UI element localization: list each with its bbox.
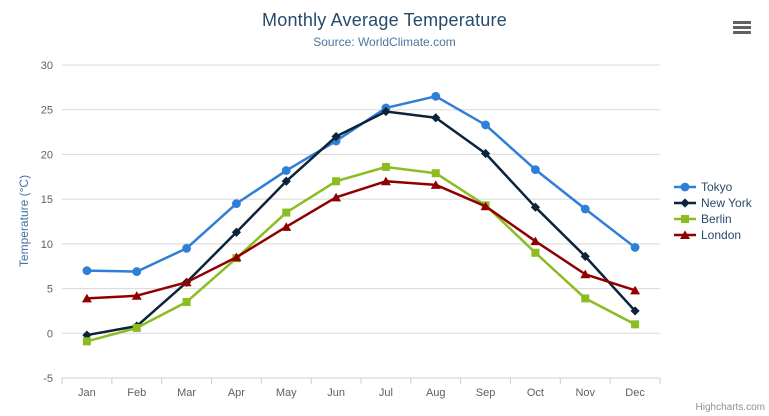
x-axis-label: Jul [379, 387, 393, 399]
series-line-new-york[interactable] [85, 110, 637, 337]
x-axis-label: Nov [575, 387, 595, 399]
x-axis-label: Aug [426, 387, 446, 399]
chart-title: Monthly Average Temperature [262, 10, 507, 30]
point-new-york-jul[interactable] [381, 106, 391, 117]
point-london-jan[interactable] [81, 293, 92, 303]
legend-label: Berlin [701, 212, 732, 226]
highcharts-credit[interactable]: Highcharts.com [695, 402, 765, 413]
legend-item-new-york[interactable]: New York [674, 195, 752, 211]
legend-item-tokyo[interactable]: Tokyo [674, 179, 752, 195]
point-london-nov[interactable] [580, 269, 591, 279]
point-tokyo-jan[interactable] [82, 266, 92, 276]
x-axis-label: Jun [327, 387, 345, 399]
legend-item-london[interactable]: London [674, 227, 752, 243]
point-new-york-jun[interactable] [331, 131, 341, 142]
legend-label: Tokyo [701, 180, 733, 194]
hamburger-bar [733, 26, 751, 29]
point-tokyo-mar[interactable] [182, 243, 191, 253]
point-new-york-oct[interactable] [530, 202, 541, 212]
point-london-sep[interactable] [480, 201, 491, 211]
y-axis-label: 25 [41, 105, 53, 117]
point-berlin-oct[interactable] [531, 248, 540, 257]
point-tokyo-oct[interactable] [531, 165, 540, 175]
point-berlin-mar[interactable] [182, 297, 191, 306]
point-london-jul[interactable] [380, 176, 391, 186]
legend: Tokyo New York Berlin London [674, 179, 752, 243]
y-axis-label: 20 [41, 149, 53, 161]
point-tokyo-may[interactable] [281, 166, 291, 175]
point-london-may[interactable] [281, 222, 292, 231]
y-axis-label: -5 [43, 373, 53, 385]
point-tokyo-nov[interactable] [580, 204, 590, 214]
point-london-dec[interactable] [630, 285, 641, 295]
point-london-apr[interactable] [231, 252, 242, 262]
point-berlin-nov[interactable] [581, 294, 590, 303]
point-london-jun[interactable] [331, 192, 342, 202]
point-london-oct[interactable] [530, 236, 541, 246]
point-new-york-sep[interactable] [480, 148, 491, 159]
legend-marker-square-icon [674, 215, 696, 223]
x-axis-label: Sep [476, 387, 496, 399]
legend-marker-circle-icon [674, 182, 696, 192]
series-line-london[interactable] [85, 180, 637, 300]
point-tokyo-sep[interactable] [481, 120, 490, 130]
y-axis-label: 0 [47, 328, 53, 340]
point-new-york-dec[interactable] [630, 306, 640, 316]
x-axis-label: Oct [527, 387, 544, 399]
x-axis-label: Jan [78, 387, 96, 399]
point-tokyo-aug[interactable] [431, 91, 441, 101]
point-tokyo-dec[interactable] [630, 243, 640, 252]
y-axis-label: 10 [41, 239, 53, 251]
hamburger-menu-icon[interactable] [731, 19, 753, 36]
point-berlin-jun[interactable] [332, 177, 341, 186]
point-new-york-nov[interactable] [580, 251, 590, 261]
chart-subtitle: Source: WorldClimate.com [313, 35, 456, 49]
series-line-berlin[interactable] [85, 165, 637, 343]
point-berlin-jul[interactable] [381, 162, 390, 171]
x-axis-label: Mar [177, 387, 196, 399]
x-axis-label: May [276, 387, 297, 399]
legend-marker-triangle-icon [674, 230, 696, 239]
x-axis-label: Feb [127, 387, 146, 399]
point-new-york-may[interactable] [281, 176, 291, 186]
point-berlin-feb[interactable] [132, 323, 141, 332]
point-tokyo-apr[interactable] [232, 199, 241, 209]
point-berlin-jan[interactable] [82, 337, 91, 346]
legend-label: London [701, 228, 742, 242]
y-axis-title: Temperature (°C) [17, 174, 31, 268]
hamburger-bar [733, 21, 751, 24]
y-axis-label: 5 [47, 284, 53, 296]
x-axis-label: Dec [625, 387, 645, 399]
x-axis-label: Apr [228, 387, 245, 399]
point-london-aug[interactable] [430, 180, 441, 189]
point-new-york-aug[interactable] [431, 113, 441, 123]
point-berlin-may[interactable] [282, 208, 291, 217]
point-tokyo-feb[interactable] [132, 267, 142, 276]
series-line-tokyo[interactable] [85, 95, 637, 273]
point-london-feb[interactable] [131, 291, 142, 300]
legend-item-berlin[interactable]: Berlin [674, 211, 752, 227]
legend-label: New York [701, 196, 752, 210]
point-london-mar[interactable] [181, 277, 192, 287]
y-axis-label: 30 [41, 60, 53, 72]
legend-marker-diamond-icon [674, 198, 696, 208]
y-axis-label: 15 [41, 194, 53, 206]
point-berlin-dec[interactable] [631, 320, 640, 329]
point-berlin-aug[interactable] [431, 169, 440, 178]
point-new-york-apr[interactable] [231, 227, 242, 237]
hamburger-bar [733, 31, 751, 34]
